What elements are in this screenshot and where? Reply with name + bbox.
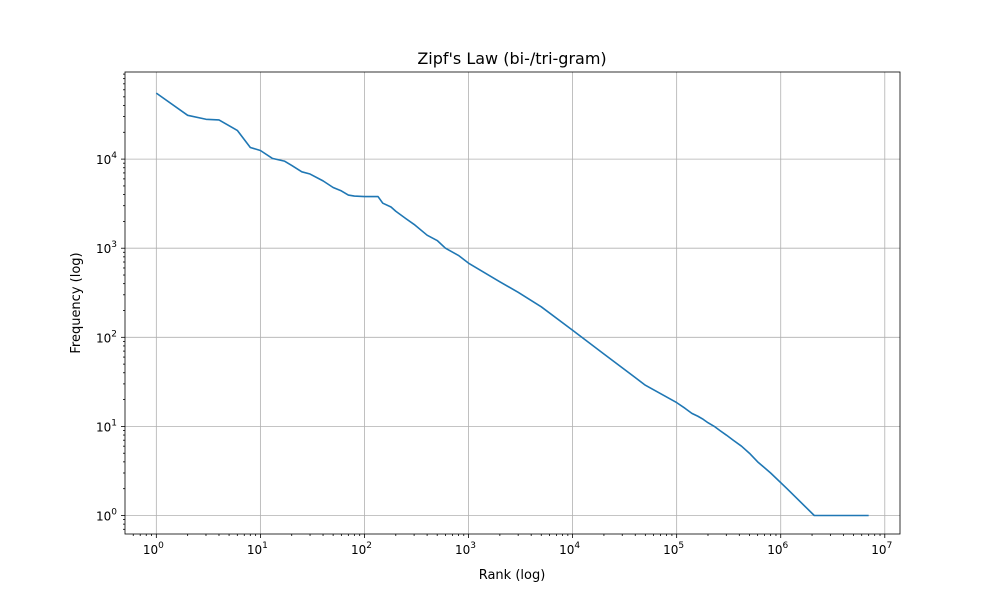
x-tick-label: 100 xyxy=(143,541,164,557)
y-tick-exponent: 4 xyxy=(111,151,117,161)
y-axis-label: Frequency (log) xyxy=(69,252,84,353)
y-tick-exponent: 2 xyxy=(111,329,117,339)
frequency-series-line xyxy=(155,92,869,517)
y-tick-label: 104 xyxy=(96,151,117,167)
y-tick-label: 102 xyxy=(96,329,117,345)
x-tick-label: 107 xyxy=(871,541,892,557)
y-tick-label: 100 xyxy=(96,508,117,524)
x-tick-base: 10 xyxy=(143,543,158,557)
x-tick-exponent: 6 xyxy=(782,541,788,551)
x-tick-exponent: 1 xyxy=(262,541,268,551)
y-tick-base: 10 xyxy=(96,153,111,167)
x-tick-exponent: 2 xyxy=(366,541,372,551)
x-tick-exponent: 5 xyxy=(678,541,684,551)
y-tick-exponent: 3 xyxy=(111,240,117,250)
grid-lines xyxy=(125,72,900,534)
y-tick-base: 10 xyxy=(96,510,111,524)
y-tick-label: 103 xyxy=(96,240,117,256)
x-tick-exponent: 3 xyxy=(470,541,476,551)
x-tick-base: 10 xyxy=(559,543,574,557)
x-tick-label: 101 xyxy=(247,541,268,557)
y-tick-base: 10 xyxy=(96,242,111,256)
x-tick-label: 103 xyxy=(455,541,476,557)
x-tick-base: 10 xyxy=(767,543,782,557)
x-tick-base: 10 xyxy=(351,543,366,557)
x-tick-base: 10 xyxy=(455,543,470,557)
y-tick-exponent: 1 xyxy=(111,418,117,428)
x-tick-label: 106 xyxy=(767,541,788,557)
x-tick-base: 10 xyxy=(663,543,678,557)
x-tick-exponent: 0 xyxy=(158,541,164,551)
chart-title: Zipf's Law (bi-/tri-gram) xyxy=(417,49,606,68)
x-tick-base: 10 xyxy=(871,543,886,557)
x-tick-label: 102 xyxy=(351,541,372,557)
x-tick-base: 10 xyxy=(247,543,262,557)
y-tick-exponent: 0 xyxy=(111,508,117,518)
y-tick-label: 101 xyxy=(96,418,117,434)
x-tick-label: 105 xyxy=(663,541,684,557)
x-tick-label: 104 xyxy=(559,541,580,557)
x-axis-label: Rank (log) xyxy=(479,568,546,583)
y-tick-base: 10 xyxy=(96,331,111,345)
y-tick-base: 10 xyxy=(96,420,111,434)
plot-frame xyxy=(124,71,901,535)
x-tick-exponent: 4 xyxy=(574,541,580,551)
x-tick-exponent: 7 xyxy=(887,541,893,551)
